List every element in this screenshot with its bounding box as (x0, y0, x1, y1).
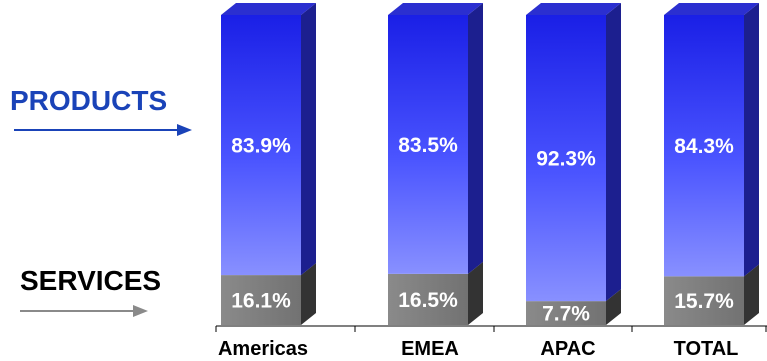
bar-group-apac: 92.3% 7.7% (526, 3, 621, 326)
bar-services-americas (221, 275, 301, 325)
x-tick-label-americas: Americas (218, 338, 308, 360)
data-label-products-americas: 83.9% (231, 135, 291, 158)
bar-products-top-apac (526, 3, 621, 15)
data-label-products-apac: 92.3% (536, 148, 596, 171)
bar-products-emea (388, 15, 468, 274)
bar-products-top-emea (388, 3, 483, 15)
bar-products-side-emea (468, 3, 483, 274)
bar-services-apac (526, 301, 606, 325)
products-arrow-icon (14, 124, 192, 136)
x-tick-label-apac: APAC (540, 338, 595, 360)
bar-products-top-americas (221, 3, 316, 15)
data-label-services-americas: 16.1% (231, 290, 291, 313)
bar-services-side-total (744, 264, 759, 325)
bar-products-top-total (664, 3, 759, 15)
bar-services-side-americas (301, 263, 316, 325)
legend-label-products: PRODUCTS (10, 85, 168, 116)
bar-products-side-total (744, 3, 759, 277)
bar-group-total: 84.3% 15.7% (664, 3, 759, 325)
bar-products-apac (526, 15, 606, 302)
bar-products-americas (221, 15, 301, 276)
x-tick-label-emea: EMEA (401, 338, 459, 360)
bar-products-side-apac (606, 3, 621, 302)
bar-group-americas: 83.9% 16.1% (221, 3, 316, 325)
bar-group-emea: 83.5% 16.5% (388, 3, 483, 325)
x-tick-label-total: TOTAL (674, 338, 739, 360)
bar-services-total (664, 276, 744, 325)
bar-products-total (664, 15, 744, 277)
data-label-services-total: 15.7% (674, 290, 734, 313)
bar-services-emea (388, 273, 468, 325)
data-label-products-total: 84.3% (674, 135, 734, 158)
bar-services-side-apac (606, 289, 621, 325)
bar-services-side-emea (468, 261, 483, 325)
data-label-services-apac: 7.7% (542, 303, 590, 326)
data-label-services-emea: 16.5% (398, 289, 458, 312)
data-label-products-emea: 83.5% (398, 134, 458, 157)
services-arrow-icon (20, 305, 148, 317)
legend-label-services: SERVICES (20, 265, 162, 296)
bar-products-side-americas (301, 3, 316, 276)
